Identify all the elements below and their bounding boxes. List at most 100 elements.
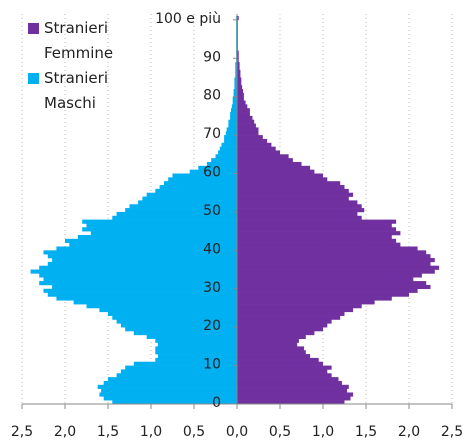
y-tick-label: 40 bbox=[203, 241, 221, 257]
bar bbox=[237, 281, 427, 286]
bar bbox=[133, 361, 237, 366]
bar bbox=[237, 219, 397, 224]
bar bbox=[103, 380, 237, 386]
x-tick-label: 0,0 bbox=[226, 424, 248, 440]
y-tick-label: 30 bbox=[203, 280, 221, 296]
x-tick-label: 2,0 bbox=[54, 424, 76, 440]
bar bbox=[237, 77, 242, 82]
legend-label: Stranieri Femmine bbox=[44, 19, 114, 62]
bar bbox=[39, 281, 238, 286]
y-tick-label: 60 bbox=[203, 165, 221, 181]
bar bbox=[237, 115, 253, 121]
bar bbox=[235, 65, 237, 71]
bar bbox=[39, 273, 238, 278]
bar bbox=[230, 108, 237, 113]
bar bbox=[237, 81, 242, 86]
bar bbox=[224, 138, 237, 144]
bar bbox=[215, 154, 237, 159]
bar bbox=[47, 292, 237, 297]
bar bbox=[163, 181, 237, 186]
bar bbox=[237, 258, 435, 263]
bar bbox=[237, 196, 349, 201]
bar bbox=[237, 338, 299, 343]
y-tick-label: 50 bbox=[203, 203, 221, 219]
bar bbox=[112, 215, 237, 220]
bar bbox=[237, 265, 440, 270]
bar bbox=[125, 327, 237, 332]
bar bbox=[97, 384, 238, 389]
bar bbox=[237, 227, 397, 232]
bar bbox=[211, 158, 237, 163]
bar bbox=[108, 311, 237, 316]
bar bbox=[228, 123, 237, 128]
bar bbox=[133, 331, 237, 336]
bar bbox=[237, 69, 241, 74]
bar bbox=[237, 277, 414, 282]
bar bbox=[86, 304, 237, 309]
x-tick-label: 2,0 bbox=[398, 424, 420, 440]
bar bbox=[228, 119, 237, 124]
bar bbox=[237, 104, 248, 109]
bar bbox=[237, 192, 354, 197]
bar bbox=[231, 104, 237, 109]
bar bbox=[237, 112, 250, 117]
bar bbox=[237, 307, 354, 313]
bar bbox=[157, 354, 237, 359]
bar bbox=[237, 388, 348, 393]
bar bbox=[52, 284, 237, 290]
bar bbox=[120, 369, 237, 374]
x-tick-label: 0,5 bbox=[269, 424, 291, 440]
bar bbox=[230, 112, 237, 117]
bar bbox=[237, 85, 243, 90]
bar bbox=[237, 16, 239, 21]
bar bbox=[237, 384, 349, 389]
bar bbox=[237, 392, 354, 397]
bar bbox=[235, 62, 237, 67]
bar bbox=[82, 219, 237, 224]
bar bbox=[237, 208, 365, 213]
bar bbox=[219, 146, 237, 151]
bar bbox=[230, 115, 237, 121]
bar bbox=[237, 58, 239, 63]
bar bbox=[237, 354, 311, 359]
bar bbox=[237, 300, 375, 305]
x-tick-label: 1,0 bbox=[140, 424, 162, 440]
bar bbox=[146, 192, 237, 197]
bar bbox=[237, 146, 276, 151]
bar bbox=[30, 269, 237, 274]
bar bbox=[237, 73, 241, 78]
bar bbox=[232, 100, 237, 105]
legend-swatch bbox=[28, 23, 39, 34]
bar bbox=[237, 350, 306, 355]
bar bbox=[237, 158, 293, 163]
bar bbox=[237, 119, 255, 124]
bar bbox=[172, 173, 237, 178]
bar bbox=[237, 327, 323, 332]
bar bbox=[237, 296, 392, 301]
bar bbox=[237, 396, 351, 401]
bar bbox=[43, 250, 237, 255]
bar bbox=[237, 169, 315, 174]
bar bbox=[155, 357, 237, 363]
bar bbox=[237, 108, 250, 113]
bar bbox=[237, 284, 431, 290]
bar bbox=[237, 377, 339, 382]
bar bbox=[237, 304, 362, 309]
bar bbox=[237, 211, 358, 217]
bar bbox=[90, 231, 237, 236]
bar bbox=[237, 231, 401, 236]
bar bbox=[237, 92, 244, 97]
bar bbox=[237, 154, 289, 159]
y-tick-label: 10 bbox=[203, 357, 221, 373]
y-tick-label: 90 bbox=[203, 49, 221, 65]
bar bbox=[86, 223, 237, 228]
bar bbox=[206, 161, 237, 167]
legend: Stranieri Femmine Stranieri Maschi bbox=[28, 16, 138, 116]
bar bbox=[237, 200, 358, 205]
bar bbox=[237, 254, 431, 259]
bar bbox=[116, 319, 237, 324]
bar bbox=[237, 123, 256, 128]
bar bbox=[155, 346, 237, 351]
bar bbox=[99, 307, 238, 313]
bar bbox=[218, 150, 237, 155]
